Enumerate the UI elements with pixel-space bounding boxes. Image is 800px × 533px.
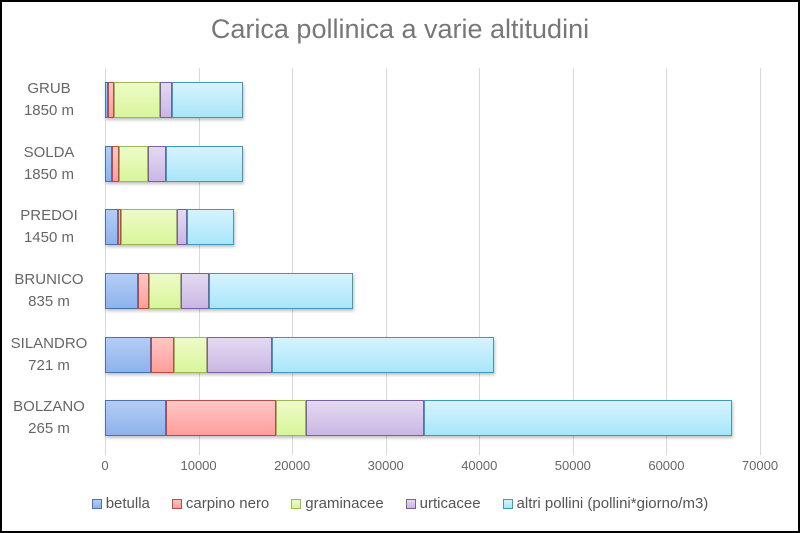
- legend-label: carpino nero: [185, 495, 270, 512]
- gridline: [479, 68, 481, 450]
- legend-label: altri pollini (pollini*giorno/m3): [516, 495, 709, 512]
- gridline: [105, 68, 106, 450]
- x-tick: [198, 450, 200, 455]
- station-altitude: 1850 m: [23, 101, 75, 119]
- station-altitude: 1450 m: [23, 229, 75, 247]
- bar-segment-betulla: [105, 336, 151, 373]
- x-tick: [572, 450, 574, 455]
- station-altitude: 265 m: [28, 420, 70, 438]
- y-category-label: PREDOI 1450 m: [0, 205, 98, 249]
- x-tick-label: 10000: [180, 458, 217, 473]
- bar-segment-betulla: [105, 272, 138, 309]
- legend-swatch-icon: [291, 498, 302, 509]
- x-tick: [760, 450, 761, 455]
- bar-segment-urticacee: [160, 81, 173, 118]
- bar-segment-urticacee: [148, 145, 166, 182]
- bar-brunico: [105, 272, 353, 309]
- bar-segment-graminacee: [148, 272, 181, 309]
- legend-item: carpino nero: [171, 495, 270, 512]
- bar-segment-carpino: [107, 81, 115, 118]
- station-name: BRUNICO: [14, 270, 84, 288]
- gridline: [760, 68, 761, 450]
- legend-label: urticacee: [419, 495, 481, 512]
- bar-segment-altri: [208, 272, 353, 309]
- legend-item: altri pollini (pollini*giorno/m3): [502, 495, 709, 512]
- legend-swatch-icon: [405, 498, 416, 509]
- station-name: BOLZANO: [13, 398, 85, 416]
- legend-item: graminacee: [291, 495, 384, 512]
- bar-segment-graminacee: [120, 209, 178, 246]
- bar-segment-urticacee: [177, 209, 188, 246]
- station-name: PREDOI: [20, 207, 78, 225]
- bar-segment-carpino: [118, 209, 121, 246]
- legend-swatch-icon: [502, 498, 513, 509]
- bar-segment-altri: [187, 209, 235, 246]
- station-altitude: 1850 m: [23, 165, 75, 183]
- bar-segment-graminacee: [174, 336, 207, 373]
- y-category-label: BRUNICO 835 m: [0, 269, 98, 313]
- plot-area: [105, 68, 761, 455]
- legend-label: betulla: [105, 495, 150, 512]
- legend-label: graminacee: [305, 495, 384, 512]
- y-category-label: BOLZANO 265 m: [0, 396, 98, 440]
- x-tick-label: 40000: [461, 458, 498, 473]
- bar-bolzano: [105, 400, 732, 437]
- x-tick-label: 30000: [367, 458, 404, 473]
- gridline: [292, 68, 294, 450]
- x-tick: [479, 450, 481, 455]
- bar-grub: [105, 81, 244, 118]
- station-name: GRUB: [27, 79, 71, 97]
- gridline: [572, 68, 574, 450]
- bar-segment-carpino: [137, 272, 149, 309]
- bar-segment-betulla: [105, 400, 166, 437]
- y-category-label: SOLDA 1850 m: [0, 142, 98, 186]
- y-category-label: GRUB 1850 m: [0, 78, 98, 122]
- bar-predoi: [105, 209, 235, 246]
- bar-segment-betulla: [105, 209, 119, 246]
- gridline: [198, 68, 200, 450]
- station-altitude: 835 m: [28, 292, 70, 310]
- station-name: SOLDA: [23, 143, 75, 161]
- bar-segment-betulla: [105, 145, 113, 182]
- bar-segment-urticacee: [306, 400, 425, 437]
- gridline: [385, 68, 387, 450]
- bar-solda: [105, 145, 244, 182]
- bar-segment-carpino: [150, 336, 175, 373]
- x-tick-label: 0: [101, 458, 109, 473]
- legend-item: betulla: [91, 495, 150, 512]
- bar-segment-graminacee: [276, 400, 307, 437]
- x-tick-label: 50000: [554, 458, 591, 473]
- gridline: [666, 68, 668, 450]
- bar-segment-urticacee: [180, 272, 209, 309]
- bar-segment-carpino: [165, 400, 277, 437]
- legend-swatch-icon: [91, 498, 102, 509]
- bar-segment-altri: [424, 400, 732, 437]
- station-name: SILANDRO: [10, 334, 88, 352]
- x-tick-label: 60000: [648, 458, 685, 473]
- legend: betulla carpino nero graminacee urticacee al…: [0, 495, 800, 512]
- bar-segment-carpino: [112, 145, 120, 182]
- bar-segment-betulla: [105, 81, 108, 118]
- x-tick: [385, 450, 387, 455]
- bar-segment-altri: [165, 145, 244, 182]
- bar-segment-altri: [172, 81, 244, 118]
- x-tick-label: 70000: [741, 458, 779, 473]
- x-tick: [666, 450, 668, 455]
- legend-swatch-icon: [171, 498, 182, 509]
- x-tick: [105, 450, 106, 455]
- bar-segment-altri: [271, 336, 495, 373]
- bar-segment-graminacee: [114, 81, 161, 118]
- x-tick: [292, 450, 294, 455]
- bar-segment-graminacee: [119, 145, 149, 182]
- bar-silandro: [105, 336, 495, 373]
- y-category-label: SILANDRO 721 m: [0, 333, 98, 377]
- chart-title: Carica pollinica a varie altitudini: [210, 14, 590, 44]
- bar-segment-urticacee: [206, 336, 272, 373]
- station-altitude: 721 m: [28, 356, 70, 374]
- x-tick-label: 20000: [274, 458, 311, 473]
- legend-item: urticacee: [405, 495, 481, 512]
